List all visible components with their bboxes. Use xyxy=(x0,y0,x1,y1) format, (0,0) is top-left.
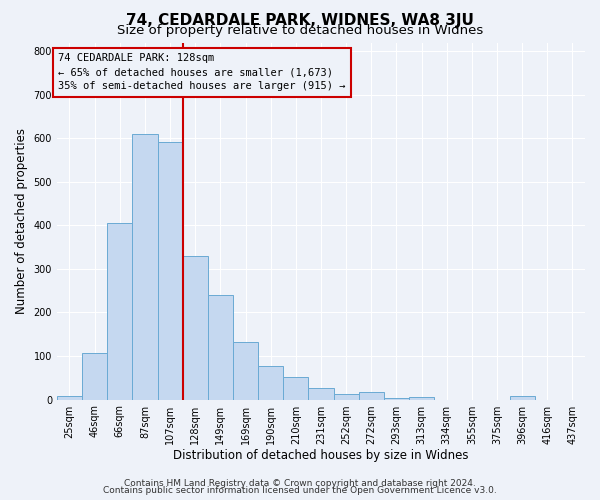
Bar xyxy=(334,394,359,400)
Bar xyxy=(133,134,158,400)
Bar xyxy=(359,392,384,400)
Text: 74, CEDARDALE PARK, WIDNES, WA8 3JU: 74, CEDARDALE PARK, WIDNES, WA8 3JU xyxy=(126,12,474,28)
Bar xyxy=(384,398,409,400)
Y-axis label: Number of detached properties: Number of detached properties xyxy=(15,128,28,314)
Text: 74 CEDARDALE PARK: 128sqm
← 65% of detached houses are smaller (1,673)
35% of se: 74 CEDARDALE PARK: 128sqm ← 65% of detac… xyxy=(58,54,346,92)
Bar xyxy=(182,256,208,400)
Bar xyxy=(107,223,133,400)
Bar xyxy=(233,342,258,400)
Bar xyxy=(258,366,283,400)
Bar xyxy=(57,396,82,400)
Bar xyxy=(283,378,308,400)
Text: Contains HM Land Registry data © Crown copyright and database right 2024.: Contains HM Land Registry data © Crown c… xyxy=(124,478,476,488)
Text: Contains public sector information licensed under the Open Government Licence v3: Contains public sector information licen… xyxy=(103,486,497,495)
Bar xyxy=(509,396,535,400)
X-axis label: Distribution of detached houses by size in Widnes: Distribution of detached houses by size … xyxy=(173,450,469,462)
Bar xyxy=(158,142,182,400)
Bar xyxy=(208,295,233,400)
Bar xyxy=(308,388,334,400)
Bar xyxy=(409,398,434,400)
Text: Size of property relative to detached houses in Widnes: Size of property relative to detached ho… xyxy=(117,24,483,37)
Bar xyxy=(82,352,107,400)
